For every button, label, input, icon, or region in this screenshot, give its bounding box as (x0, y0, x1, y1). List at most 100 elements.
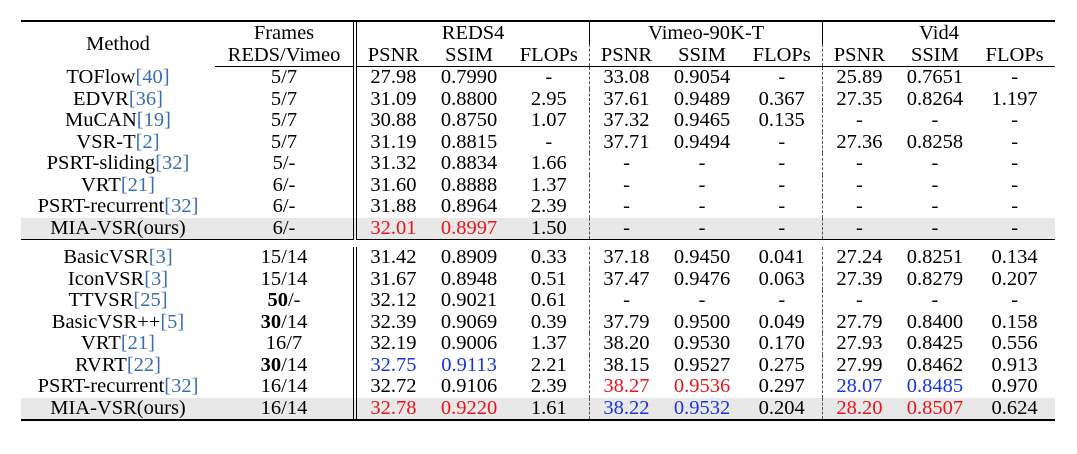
frames-reds: 15 (260, 246, 282, 269)
vimeo-metric-cell: - (623, 289, 630, 312)
citation-link[interactable]: [32] (164, 195, 199, 218)
vimeo-metric-cell: 0.367 (741, 88, 824, 110)
frames-cell: 15/14 (215, 268, 357, 290)
method-name: TOFlow[40] (21, 67, 215, 89)
frames-cell: 6/- (215, 196, 357, 218)
reds-metric-cell: 31.67 (370, 267, 417, 290)
vimeo-metric-cell: 37.47 (603, 267, 650, 290)
frames-reds: 50 (267, 289, 288, 312)
vid4-metric-cell: 0.8400 (906, 310, 964, 333)
reds-metric-cell: 1.66 (508, 153, 591, 175)
method-name: RVRT[22] (21, 353, 215, 377)
vimeo-metric-cell: 33.08 (603, 66, 650, 89)
table-row: PSRT-recurrent[32] 6/- 31.88 0.8964 2.39- - - -… (21, 196, 1055, 218)
citation-link[interactable]: [36] (128, 87, 163, 110)
vimeo-metric-cell: 0.041 (741, 247, 824, 269)
method-name: MuCAN[19] (21, 110, 215, 132)
vimeo-metric-cell: - (741, 196, 824, 218)
vimeo-metric-cell: - (698, 195, 706, 218)
citation-link[interactable]: [2] (135, 130, 160, 153)
citation-link[interactable]: [19] (136, 109, 171, 132)
vimeo-metric-cell: 0.9494 (673, 130, 731, 153)
reds-metric-cell: 0.8888 (440, 173, 498, 196)
vid4-metric-cell: 27.99 (836, 353, 883, 376)
reds-metric-cell: 31.60 (370, 173, 417, 196)
citation-link[interactable]: [22] (126, 353, 161, 376)
vimeo-metric-cell: - (662, 217, 742, 240)
header-row-metrics: REDS/Vimeo PSNR SSIM FLOPs PSNR SSIM FLO… (21, 44, 1055, 67)
reds-metric-cell: 30.88 (370, 109, 417, 132)
vimeo-metric-cell: 38.22 (589, 397, 663, 419)
method-label: BasicVSR++ (51, 310, 161, 333)
vimeo-metric-cell: - (623, 173, 630, 196)
citation-link[interactable]: [32] (155, 152, 190, 175)
table-row: VSR-T[2] 5/7 31.19 0.8815-37.71 0.9494-27.36… (21, 130, 1055, 153)
vid4-metric-cell: - (1011, 109, 1019, 132)
vimeo-metric-cell: - (741, 66, 824, 89)
citation-link[interactable]: [32] (164, 375, 199, 398)
citation-link[interactable]: [3] (148, 246, 173, 269)
reds-metric-cell: 32.12 (370, 289, 417, 312)
reds-metric-cell: 1.61 (508, 397, 591, 419)
vid4-metric-cell: - (1011, 195, 1019, 218)
citation-link[interactable]: [21] (120, 332, 155, 355)
vid4-metric-cell: - (974, 217, 1055, 240)
table-row: TOFlow[40] 5/7 27.98 0.7990-33.08 0.9054-25.… (21, 66, 1055, 89)
reds4-header: REDS4 (355, 22, 591, 44)
reds-metric-cell: 0.8997 (429, 217, 509, 240)
vimeo-metric-cell: - (589, 217, 663, 240)
citation-link[interactable]: [3] (144, 267, 169, 290)
group-divider (21, 239, 1055, 247)
vid4-metric-cell: - (931, 289, 939, 312)
vimeo-metric-cell: 37.79 (603, 310, 650, 333)
method-label: EDVR (73, 87, 129, 110)
reds-metric-cell: 0.9106 (440, 375, 498, 398)
vimeo-metric-cell: - (623, 152, 630, 175)
method-name: TTVSR[25] (21, 290, 215, 312)
results-table: Method Frames REDS4 Vimeo-90K-T Vid4 RED… (21, 20, 1055, 421)
reds-metric-cell: - (508, 131, 591, 153)
frames-reds: 16 (260, 375, 282, 398)
citation-link[interactable]: [25] (133, 289, 168, 312)
frames-cell: 5/7 (215, 131, 357, 153)
vimeo-metric-cell: 0.297 (741, 376, 824, 398)
frames-vimeo: /- (287, 289, 301, 312)
method-label: IconVSR (67, 267, 145, 290)
header-row-datasets: Method Frames REDS4 Vimeo-90K-T Vid4 (21, 22, 1055, 54)
vimeo-metric-cell: - (698, 173, 706, 196)
citation-link[interactable]: [40] (135, 66, 170, 88)
metric-header: SSIM (429, 44, 509, 67)
vid4-metric-cell: - (855, 152, 863, 175)
method-header: Method (86, 32, 150, 55)
metric-header: FLOPs (741, 44, 824, 67)
vimeo-metric-cell: 0.9489 (673, 87, 731, 110)
citation-link[interactable]: [21] (120, 173, 155, 196)
vid4-metric-cell: 25.89 (836, 66, 883, 89)
vid4-metric-cell: 1.197 (991, 87, 1038, 110)
frames-cell: 15/14 (215, 246, 357, 269)
vimeo-metric-cell: 0.063 (741, 268, 824, 290)
frames-vimeo: /14 (281, 246, 308, 269)
reds-metric-cell: 0.7990 (440, 66, 498, 89)
vimeo-metric-cell: - (698, 152, 706, 175)
vid4-metric-cell: 0.8264 (906, 87, 964, 110)
reds-metric-cell: 0.8800 (440, 87, 498, 110)
method-label: RVRT (75, 353, 127, 376)
frames-vimeo: /14 (281, 353, 308, 376)
reds-metric-cell: 27.98 (370, 66, 417, 89)
method-label: VRT (81, 332, 121, 355)
table-row: MIA-VSR(ours) 16/14 32.78 0.9220 1.61 38.22 0.… (21, 397, 1055, 419)
reds-metric-cell: 0.9220 (429, 397, 509, 419)
vimeo-metric-cell: 0.9450 (673, 246, 731, 269)
reds-metric-cell: 0.9006 (440, 332, 498, 355)
vid4-metric-cell: - (855, 109, 863, 132)
table-row: PSRT-sliding[32] 5/- 31.32 0.8834 1.66- - - - - - (21, 153, 1055, 175)
reds-metric-cell: - (508, 66, 591, 89)
vimeo-metric-cell: 0.204 (741, 397, 824, 419)
reds-metric-cell: 31.19 (370, 130, 417, 153)
table-row: IconVSR[3] 15/14 31.67 0.8948 0.51 37.47 0.947… (21, 267, 1055, 290)
citation-link[interactable]: [5] (160, 310, 185, 333)
reds-metric-cell: 0.33 (508, 247, 591, 269)
vimeo-metric-cell: 0.9476 (673, 267, 731, 290)
vimeo-metric-cell: 0.9527 (673, 353, 731, 376)
